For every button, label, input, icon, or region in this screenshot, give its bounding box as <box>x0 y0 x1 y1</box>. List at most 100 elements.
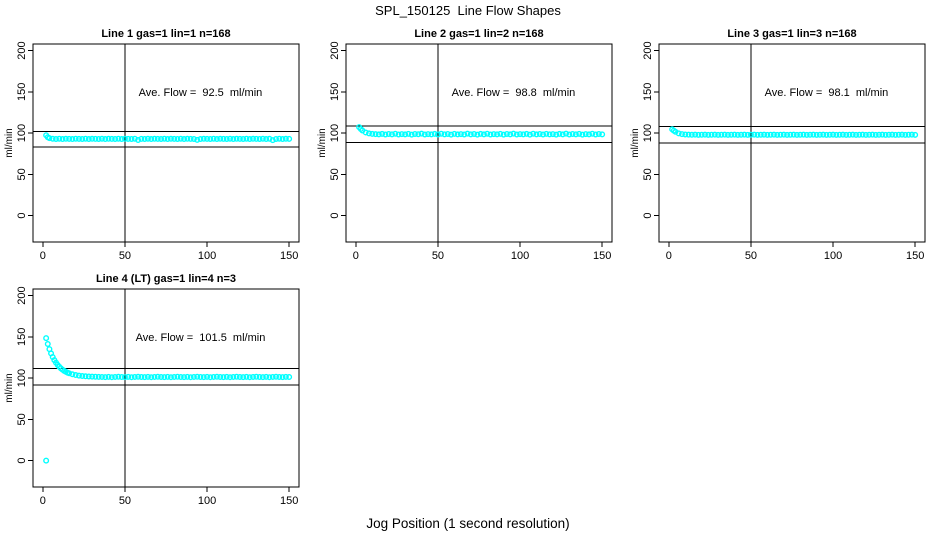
data-point <box>563 130 570 137</box>
data-point <box>102 136 109 143</box>
data-points <box>43 132 293 144</box>
data-point <box>589 130 596 137</box>
data-point <box>233 373 240 380</box>
data-point <box>230 136 237 143</box>
data-point <box>592 131 599 138</box>
data-point <box>872 131 879 138</box>
data-point <box>869 131 876 138</box>
x-tick-label: 0 <box>666 250 672 262</box>
x-tick-label: 0 <box>40 495 46 507</box>
data-point <box>144 373 151 380</box>
y-axis-label: ml/min <box>630 128 641 157</box>
data-point <box>754 131 761 138</box>
data-point <box>236 374 243 381</box>
data-point <box>876 131 883 138</box>
data-point <box>747 131 754 138</box>
data-point <box>213 136 220 143</box>
data-point <box>908 131 915 138</box>
data-point <box>190 373 197 380</box>
subplot-title: Line 2 gas=1 lin=2 n=168 <box>414 28 543 40</box>
data-point <box>675 130 682 137</box>
data-point <box>66 370 73 377</box>
data-point <box>220 135 227 142</box>
data-point <box>82 135 89 142</box>
data-point <box>711 131 718 138</box>
data-point <box>151 135 158 142</box>
data-point <box>902 131 909 138</box>
data-point <box>125 135 132 142</box>
data-point <box>253 373 260 380</box>
data-point <box>382 131 389 138</box>
data-point <box>882 131 889 138</box>
data-point <box>797 131 804 138</box>
data-point <box>777 131 784 138</box>
data-point <box>184 373 191 380</box>
data-point <box>421 131 428 138</box>
data-point <box>441 131 448 138</box>
data-point <box>464 130 471 137</box>
data-point <box>164 373 171 380</box>
data-point <box>701 131 708 138</box>
data-point <box>210 135 217 142</box>
data-point <box>263 136 270 143</box>
data-point <box>761 131 768 138</box>
data-point <box>108 135 115 142</box>
data-point <box>253 135 260 142</box>
data-point <box>599 131 606 138</box>
data-point <box>388 131 395 138</box>
data-point <box>549 131 556 138</box>
data-point <box>135 137 142 144</box>
data-point <box>197 374 204 381</box>
data-point <box>79 135 86 142</box>
data-point <box>398 131 405 138</box>
data-point <box>487 131 494 138</box>
data-point <box>105 135 112 142</box>
data-point <box>187 135 194 142</box>
data-point <box>816 131 823 138</box>
y-tick-label: 100 <box>329 124 341 142</box>
data-point <box>115 373 122 380</box>
data-point <box>269 137 276 144</box>
data-point <box>82 373 89 380</box>
subplot-line-2: 0 50 100 150 0 50 100 150 200 ml/min Line 2 gas=1 … <box>317 28 613 262</box>
y-tick-label: 0 <box>329 213 341 219</box>
data-point <box>98 373 105 380</box>
data-point <box>240 135 247 142</box>
data-point <box>408 131 415 138</box>
data-point <box>784 131 791 138</box>
plot-box <box>32 288 300 488</box>
data-point <box>741 131 748 138</box>
data-point <box>836 131 843 138</box>
data-point <box>444 131 451 138</box>
data-point <box>411 131 418 138</box>
data-point <box>434 131 441 138</box>
data-point <box>718 131 725 138</box>
data-point <box>184 135 191 142</box>
data-point <box>751 131 758 138</box>
data-points <box>356 124 606 138</box>
data-point <box>695 131 702 138</box>
data-point <box>510 130 517 137</box>
y-tick-label: 200 <box>329 41 341 59</box>
data-point <box>859 131 866 138</box>
data-point <box>138 135 145 142</box>
data-point <box>474 131 481 138</box>
data-point <box>415 131 422 138</box>
data-point <box>115 135 122 142</box>
data-point <box>128 135 135 142</box>
data-point <box>223 135 230 142</box>
data-point <box>89 135 96 142</box>
y-tick-label: 200 <box>642 41 654 59</box>
data-point <box>839 131 846 138</box>
y-tick-label: 200 <box>16 286 28 304</box>
data-point <box>69 371 76 378</box>
data-point <box>190 135 197 142</box>
y-tick-label: 50 <box>16 168 28 180</box>
data-point <box>889 131 896 138</box>
data-point <box>269 373 276 380</box>
data-point <box>118 374 125 381</box>
data-point <box>151 373 158 380</box>
data-point <box>144 135 151 142</box>
y-tick-label: 150 <box>329 83 341 101</box>
data-point <box>69 136 76 143</box>
